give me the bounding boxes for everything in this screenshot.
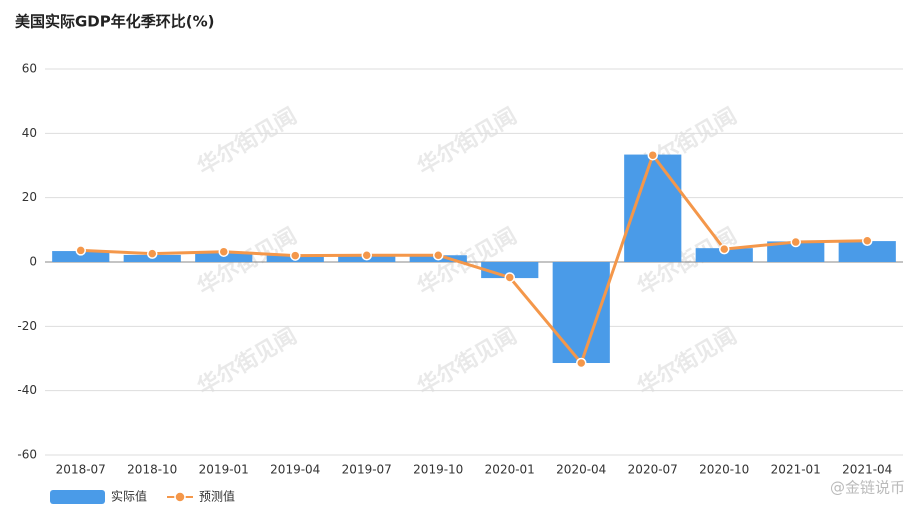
x-tick-label: 2018-07 xyxy=(56,463,106,477)
x-tick-label: 2020-01 xyxy=(485,463,535,477)
legend-label: 实际值 xyxy=(111,489,147,504)
bar xyxy=(767,241,825,262)
bar xyxy=(695,248,753,262)
watermark: 华尔街见闻 xyxy=(193,323,301,401)
x-tick-label: 2020-07 xyxy=(628,463,678,477)
x-tick-label: 2018-10 xyxy=(127,463,177,477)
bar xyxy=(552,262,610,364)
line-point xyxy=(433,249,444,261)
x-tick-label: 2021-01 xyxy=(771,463,821,477)
y-tick-label: -60 xyxy=(17,448,37,462)
watermark: 华尔街见闻 xyxy=(413,323,521,401)
line-point xyxy=(361,249,372,261)
bar xyxy=(838,241,896,262)
x-tick-label: 2019-07 xyxy=(342,463,392,477)
y-tick-label: -40 xyxy=(17,383,37,397)
line-point xyxy=(576,357,587,369)
y-tick-label: 60 xyxy=(22,62,37,76)
legend-label: 预测值 xyxy=(199,489,235,504)
credit: @金链说币 xyxy=(830,479,905,497)
line-point xyxy=(719,243,730,255)
y-tick-label: 0 xyxy=(29,255,37,269)
bar xyxy=(52,251,110,262)
line-point xyxy=(75,245,86,256)
line-point xyxy=(862,235,873,247)
watermark: 华尔街见闻 xyxy=(193,103,301,181)
legend-marker xyxy=(174,491,186,503)
line-point xyxy=(647,149,658,161)
x-tick-label: 2019-01 xyxy=(199,463,249,477)
bar xyxy=(195,252,253,262)
y-tick-label: 40 xyxy=(22,126,37,140)
x-tick-label: 2020-04 xyxy=(556,463,606,477)
y-tick-label: -20 xyxy=(17,319,37,333)
line-point xyxy=(218,246,229,257)
line xyxy=(80,153,868,365)
line-point xyxy=(147,248,158,259)
line-point xyxy=(290,250,301,261)
x-tick-label: 2019-10 xyxy=(413,463,463,477)
legend-swatch xyxy=(50,490,105,504)
line-point xyxy=(790,236,801,248)
bar xyxy=(624,154,682,262)
x-tick-label: 2019-04 xyxy=(270,463,320,477)
x-tick-label: 2021-04 xyxy=(842,463,892,477)
watermark: 华尔街见闻 xyxy=(413,103,521,181)
y-tick-label: 20 xyxy=(22,190,37,204)
watermark: 华尔街见闻 xyxy=(633,323,741,401)
chart-title: 美国实际GDP年化季环比(%) xyxy=(15,13,215,31)
x-tick-label: 2020-10 xyxy=(699,463,749,477)
line-point xyxy=(504,272,515,283)
